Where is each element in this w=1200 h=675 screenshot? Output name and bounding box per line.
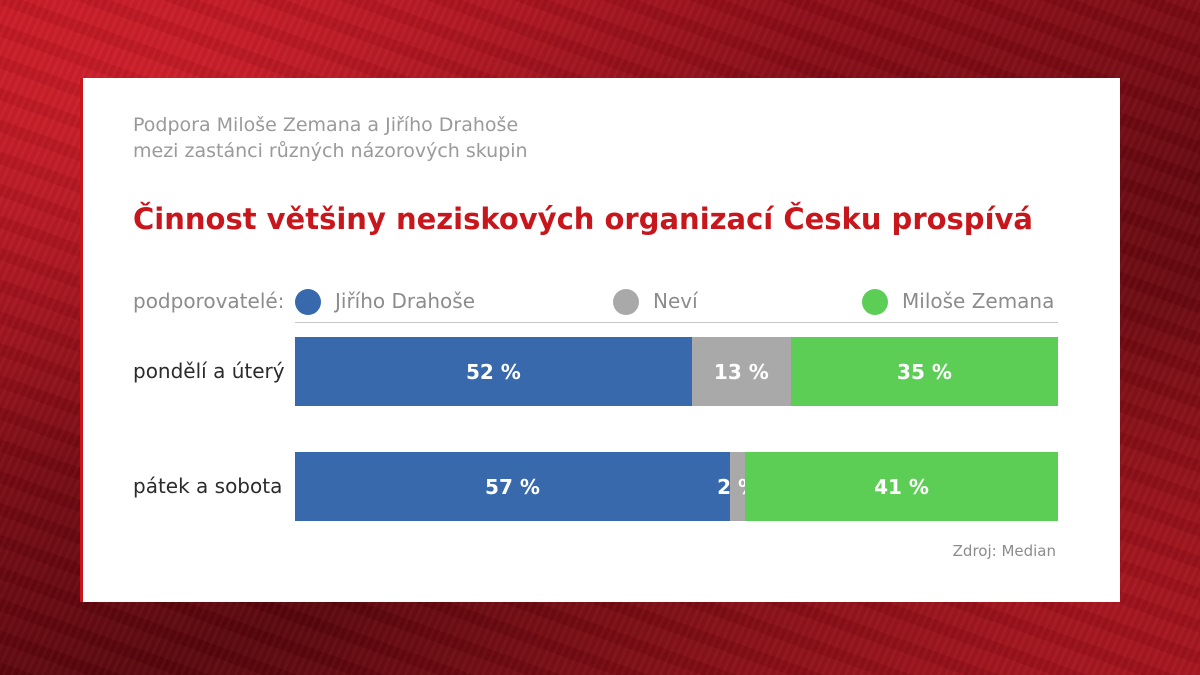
legend-label: Jiřího Drahoše bbox=[335, 289, 476, 313]
legend-label: Neví bbox=[653, 289, 698, 313]
bar-row: 52 % 13 % 35 % bbox=[295, 337, 1058, 406]
chart-subtitle: Podpora Miloše Zemana a Jiřího Drahoše m… bbox=[133, 112, 528, 164]
bar-segment-nevi: 2 % bbox=[717, 452, 758, 521]
bar-value-label: 13 % bbox=[713, 359, 769, 384]
bar-segment-zeman: 35 % bbox=[790, 337, 1058, 406]
legend-divider bbox=[295, 322, 1058, 323]
bar-segment-drahos: 52 % bbox=[295, 337, 692, 406]
row-label: pátek a sobota bbox=[133, 474, 283, 498]
bar-value-label: 35 % bbox=[897, 359, 952, 384]
subtitle-line-2: mezi zastánci různých názorových skupin bbox=[133, 140, 528, 162]
source-note: Zdroj: Median bbox=[952, 542, 1056, 560]
bar-value-label: 52 % bbox=[465, 359, 521, 384]
legend-dot-icon bbox=[613, 289, 639, 315]
legend-label: Miloše Zemana bbox=[902, 289, 1055, 313]
bar-value-label: 41 % bbox=[874, 474, 929, 499]
row-label: pondělí a úterý bbox=[133, 359, 285, 383]
bar-segment-drahos: 57 % bbox=[295, 452, 730, 521]
bar-value-label: 57 % bbox=[485, 474, 540, 499]
legend-dot-icon bbox=[862, 289, 888, 315]
bar-row: 57 % 2 % 41 % bbox=[295, 452, 1058, 521]
legend-dot-icon bbox=[295, 289, 321, 315]
bar-segment-nevi: 13 % bbox=[691, 337, 791, 406]
bar-segment-zeman: 41 % bbox=[745, 452, 1058, 521]
chart-title: Činnost většiny neziskových organizací Č… bbox=[133, 202, 1033, 236]
chart-card: Podpora Miloše Zemana a Jiřího Drahoše m… bbox=[80, 78, 1120, 602]
subtitle-line-1: Podpora Miloše Zemana a Jiřího Drahoše bbox=[133, 114, 519, 136]
legend-caption: podporovatelé: bbox=[133, 289, 285, 313]
